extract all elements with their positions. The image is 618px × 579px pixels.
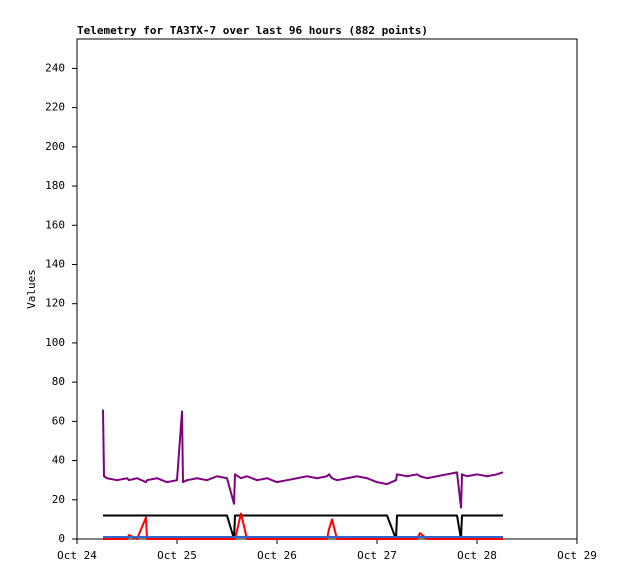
y-axis-label: Values [25, 269, 38, 309]
x-tick-label: Oct 28 [457, 549, 497, 562]
y-tick-label: 20 [52, 493, 65, 506]
y-tick-label: 220 [45, 101, 65, 114]
plot-frame [76, 38, 578, 540]
y-tick-label: 160 [45, 218, 65, 231]
y-tick-label: 240 [45, 61, 65, 74]
y-tick-label: 80 [52, 375, 65, 388]
y-tick-label: 180 [45, 179, 65, 192]
y-tick-label: 140 [45, 257, 65, 270]
y-tick-label: 60 [52, 414, 65, 427]
x-tick-label: Oct 26 [257, 549, 297, 562]
series-line [102, 409, 504, 509]
series-line [103, 512, 503, 540]
y-tick-label: 200 [45, 140, 65, 153]
x-tick-label: Oct 29 [557, 549, 597, 562]
chart-title: Telemetry for TA3TX-7 over last 96 hours… [77, 24, 428, 37]
y-tick-label: 0 [58, 532, 65, 545]
series-line [103, 514, 503, 540]
x-tick-label: Oct 25 [157, 549, 197, 562]
x-tick-label: Oct 24 [57, 549, 97, 562]
y-tick-label: 120 [45, 297, 65, 310]
y-tick-label: 40 [52, 454, 65, 467]
y-tick-label: 100 [45, 336, 65, 349]
x-tick-label: Oct 27 [357, 549, 397, 562]
